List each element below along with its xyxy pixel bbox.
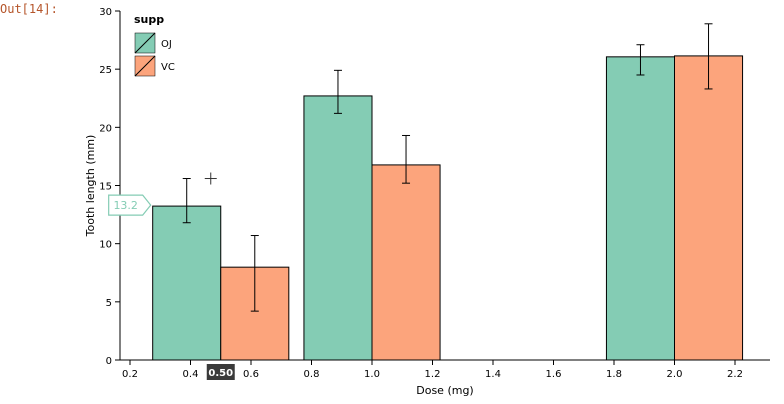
y-tick-label: 5 bbox=[106, 298, 112, 309]
output-prompt: Out[14]: bbox=[0, 2, 58, 16]
y-tick-label: 0 bbox=[106, 356, 112, 367]
tooltip-value: 13.2 bbox=[113, 199, 138, 212]
y-tick-label: 30 bbox=[99, 7, 112, 18]
x-tick-label: 2.0 bbox=[667, 369, 683, 380]
x-tick-label: 1.8 bbox=[606, 369, 622, 380]
legend-label-vc: VC bbox=[161, 62, 175, 73]
bar-vc[interactable] bbox=[371, 164, 441, 361]
x-axis-label: Dose (mg) bbox=[416, 384, 473, 397]
y-tick-label: 20 bbox=[99, 123, 112, 134]
bar-vc[interactable] bbox=[674, 55, 744, 361]
x-tick-label: 1.0 bbox=[364, 369, 380, 380]
legend-swatch-slash bbox=[134, 55, 156, 77]
x-tick-label: 0.2 bbox=[122, 369, 138, 380]
x-tick-label: 0.6 bbox=[243, 369, 259, 380]
y-axis-label: Tooth length (mm) bbox=[84, 135, 97, 238]
tooltip-box bbox=[108, 194, 152, 216]
hover-axis-label-bg bbox=[206, 364, 235, 380]
x-tick-label: 1.4 bbox=[485, 369, 501, 380]
legend-title: supp bbox=[134, 13, 164, 26]
hover-axis-label: 0.50 bbox=[208, 368, 233, 379]
y-tick-label: 25 bbox=[99, 65, 112, 76]
bar-oj[interactable] bbox=[605, 56, 675, 361]
x-tick-label: 0.8 bbox=[304, 369, 320, 380]
legend-label-oj: OJ bbox=[161, 39, 172, 50]
x-tick-label: 1.6 bbox=[546, 369, 562, 380]
bar-oj[interactable] bbox=[303, 95, 373, 361]
legend-swatch-slash bbox=[134, 32, 156, 54]
y-tick-label: 10 bbox=[99, 240, 112, 251]
bar-oj[interactable] bbox=[152, 205, 222, 361]
x-tick-label: 0.4 bbox=[183, 369, 199, 380]
x-tick-label: 1.2 bbox=[425, 369, 441, 380]
y-tick-label: 15 bbox=[99, 182, 112, 193]
x-tick-label: 2.2 bbox=[727, 369, 743, 380]
